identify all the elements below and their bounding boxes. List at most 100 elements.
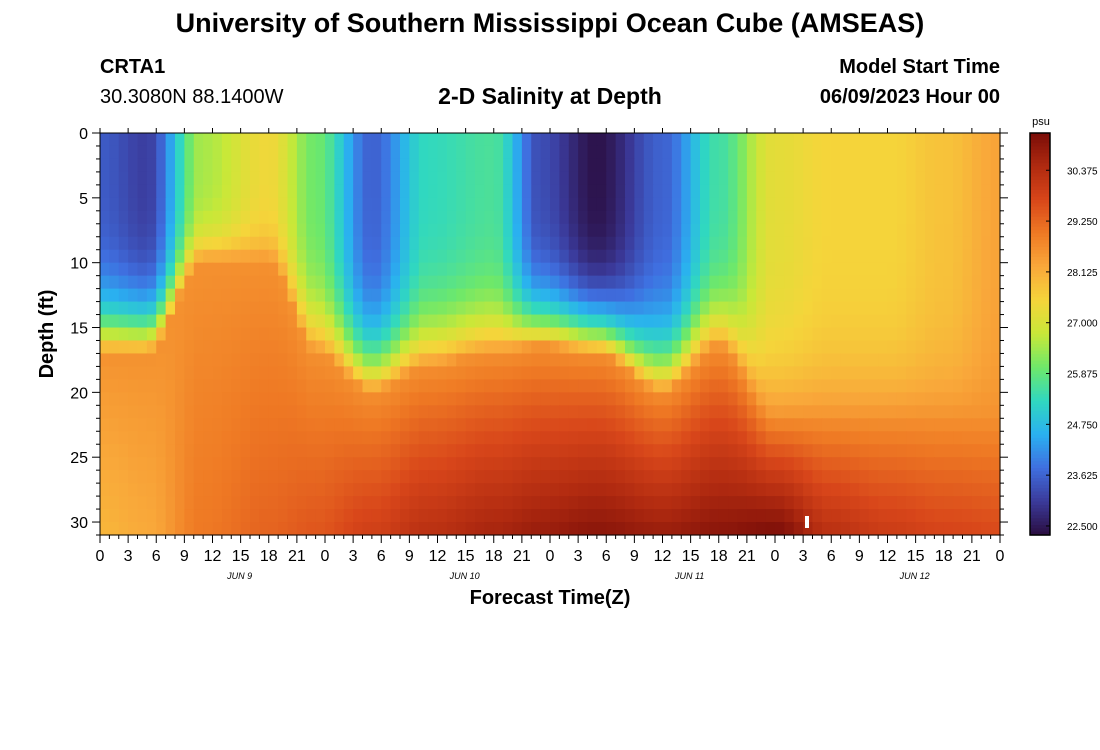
heatmap-cell [428,171,439,186]
heatmap-cell [146,184,157,199]
heatmap-cell [221,184,232,199]
heatmap-cell [587,483,598,497]
heatmap-cell [746,133,757,147]
heatmap-cell [390,223,401,238]
x-tick-label: 0 [96,548,105,565]
heatmap-cell [296,522,307,536]
heatmap-cell [165,431,176,445]
heatmap-cell [465,496,476,510]
heatmap-cell [671,145,682,160]
colorbar-segment [1030,290,1050,295]
heatmap-cell [259,405,270,419]
heatmap-cell [278,288,289,303]
heatmap-cell [512,223,523,238]
heatmap-cell [850,145,860,160]
heatmap-cell [643,171,654,186]
heatmap-cell [250,353,260,368]
heatmap-cell [709,366,720,380]
x-tick-label: 12 [879,548,897,565]
heatmap-cell [634,262,645,277]
heatmap-cell [934,184,945,199]
heatmap-cell [428,301,439,316]
heatmap-cell [915,236,926,251]
heatmap-cell [606,457,617,471]
heatmap-cell [165,197,176,212]
heatmap-cell [634,379,645,393]
heatmap-cell [296,301,307,316]
heatmap-cell [728,457,739,471]
heatmap-cell [671,236,682,251]
heatmap-cell [325,496,335,510]
heatmap-cell [540,184,551,199]
heatmap-cell [578,171,589,186]
heatmap-cell [812,171,823,186]
heatmap-cell [371,405,382,419]
heatmap-cell [212,470,223,484]
heatmap-cell [681,184,692,199]
heatmap-cell [653,184,664,199]
heatmap-cell [390,457,401,471]
heatmap-cell [315,379,326,393]
heatmap-cell [587,262,598,277]
heatmap-cell [896,210,907,225]
heatmap-cell [343,470,354,484]
heatmap-cell [803,275,814,290]
heatmap-cell [175,431,185,445]
heatmap-cell [390,431,401,445]
heatmap-cell [550,223,560,238]
heatmap-cell [700,379,710,393]
heatmap-cell [634,431,645,445]
heatmap-cell [268,522,279,536]
heatmap-cell [306,275,317,290]
heatmap-cell [887,366,898,380]
heatmap-cell [850,197,860,212]
heatmap-cell [700,470,710,484]
heatmap-cell [428,327,439,342]
heatmap-cell [803,522,814,536]
heatmap-cell [784,522,795,536]
heatmap-cell [353,223,364,238]
heatmap-cell [540,288,551,303]
heatmap-cell [606,353,617,368]
colorbar-segment [1030,511,1050,516]
colorbar-segment [1030,210,1050,214]
heatmap-cell [484,509,495,523]
colorbar-segment [1030,427,1050,432]
heatmap-cell [728,366,739,380]
heatmap-cell [540,392,551,406]
heatmap-cell [971,158,982,173]
heatmap-cell [175,145,185,160]
heatmap-cell [118,275,129,290]
heatmap-cell [971,340,982,355]
heatmap-cell [353,496,364,510]
heatmap-cell [362,522,373,536]
heatmap-cell [287,483,298,497]
heatmap-cell [418,353,429,368]
heatmap-cell [193,301,204,316]
heatmap-cell [737,301,748,316]
heatmap-cell [400,405,410,419]
heatmap-cell [325,418,335,432]
heatmap-cell [625,184,635,199]
model-start-label: Model Start Time [839,56,1000,78]
x-tick-label: 9 [855,548,864,565]
colorbar-tick-label: 23.625 [1067,471,1098,482]
heatmap-cell [428,509,439,523]
heatmap-cell [428,133,439,147]
heatmap-cell [231,262,242,277]
heatmap-cell [596,353,607,368]
heatmap-cell [362,171,373,186]
heatmap-cell [578,366,589,380]
heatmap-cell [334,171,345,186]
heatmap-cell [728,522,739,536]
heatmap-cell [362,262,373,277]
heatmap-cell [521,249,532,264]
heatmap-cell [596,340,607,355]
heatmap-cell [212,379,223,393]
heatmap-cell [381,133,392,147]
heatmap-cell [671,197,682,212]
heatmap-cell [325,340,335,355]
heatmap-cell [615,275,626,290]
heatmap-cell [746,275,757,290]
heatmap-cell [418,145,429,160]
